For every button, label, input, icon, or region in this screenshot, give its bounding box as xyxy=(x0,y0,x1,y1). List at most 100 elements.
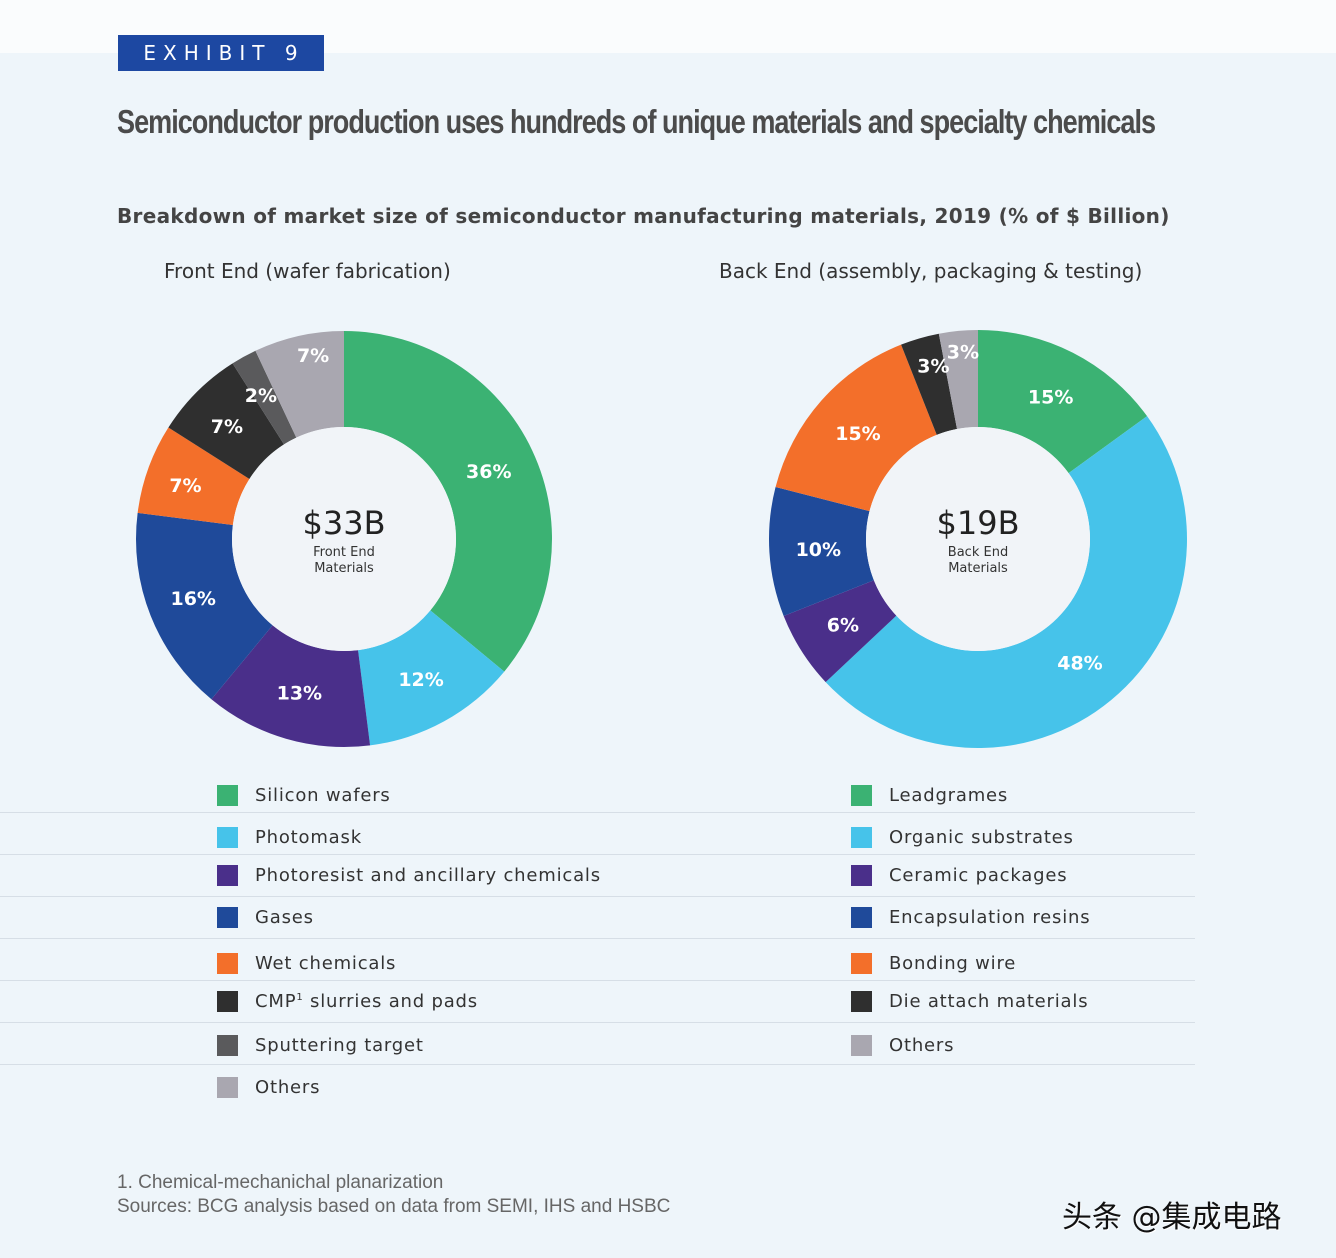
segment-label: 3% xyxy=(947,342,979,364)
sources-note: Sources: BCG analysis based on data from… xyxy=(117,1196,671,1217)
legend-item: Silicon wafers xyxy=(217,784,391,806)
legend-label: Others xyxy=(255,1076,321,1098)
legend-label: Photomask xyxy=(255,826,362,848)
segment-label: 3% xyxy=(917,355,949,377)
center-total: $33B xyxy=(302,504,385,542)
legend-label: Photoresist and ancillary chemicals xyxy=(255,864,601,886)
center-label: Back End xyxy=(948,545,1008,560)
segment-label: 7% xyxy=(169,475,201,497)
donut-segment xyxy=(825,416,1188,749)
legend-label: Encapsulation resins xyxy=(889,906,1091,928)
legend-label: Leadgrames xyxy=(889,784,1009,806)
legend-swatch xyxy=(851,864,872,886)
legend-swatch xyxy=(217,906,238,928)
legend-item: Photoresist and ancillary chemicals xyxy=(217,864,601,886)
legend-swatch xyxy=(217,1034,238,1056)
legend-item: Others xyxy=(217,1076,320,1098)
center-total: $19B xyxy=(936,504,1019,542)
footnote: 1. Chemical-mechanichal planarization xyxy=(117,1172,444,1193)
legend-swatch xyxy=(217,952,238,974)
legend-label: Die attach materials xyxy=(889,990,1089,1012)
legend-item: Others xyxy=(851,1034,954,1056)
segment-label: 36% xyxy=(466,461,511,483)
legend-swatch xyxy=(217,784,238,806)
segment-label: 6% xyxy=(827,615,859,637)
legend-label: Bonding wire xyxy=(889,952,1017,974)
donut-segment xyxy=(938,329,978,429)
segment-label: 2% xyxy=(245,385,277,407)
segment-label: 15% xyxy=(1028,386,1073,408)
legend-item: Die attach materials xyxy=(851,990,1088,1012)
legend-swatch xyxy=(851,1034,872,1056)
exhibit-badge: EXHIBIT 9 xyxy=(118,35,324,71)
legend-label: CMP1 slurries and pads xyxy=(255,990,478,1012)
donut-hole xyxy=(232,427,456,651)
legend-swatch xyxy=(851,906,872,928)
legend-label: Wet chemicals xyxy=(255,952,397,974)
donut-segment xyxy=(358,610,505,746)
donut-segment xyxy=(232,350,297,445)
legend-item: Wet chemicals xyxy=(217,952,396,974)
donut-segment xyxy=(137,427,250,525)
legend-swatch xyxy=(217,990,238,1012)
donut-segment xyxy=(783,580,897,683)
legend-swatch xyxy=(851,826,872,848)
donut-hole xyxy=(866,427,1090,651)
legend-label: Sputtering target xyxy=(255,1034,424,1056)
legend-swatch xyxy=(851,990,872,1012)
legend-divider xyxy=(0,1064,1195,1065)
segment-label: 12% xyxy=(398,669,443,691)
donut-segment xyxy=(136,512,273,700)
segment-label: 13% xyxy=(277,683,322,705)
legend-item: Encapsulation resins xyxy=(851,906,1090,928)
legend-swatch xyxy=(851,784,872,806)
donut-segment xyxy=(344,331,552,672)
segment-label: 10% xyxy=(796,539,841,561)
legend-divider xyxy=(0,1022,1195,1023)
front-end-heading: Front End (wafer fabrication) xyxy=(164,259,451,283)
legend-swatch xyxy=(217,826,238,848)
legend-item: Photomask xyxy=(217,826,362,848)
legend-label: Gases xyxy=(255,906,314,928)
chart-subtitle: Breakdown of market size of semiconducto… xyxy=(117,204,1170,228)
legend-label: Organic substrates xyxy=(889,826,1074,848)
legend-label: Others xyxy=(889,1034,955,1056)
center-label: Front End xyxy=(313,545,375,560)
donut-segment xyxy=(168,363,284,479)
legend-item: Organic substrates xyxy=(851,826,1074,848)
legend-item: Gases xyxy=(217,906,314,928)
legend-divider xyxy=(0,854,1195,855)
legend-item: Sputtering target xyxy=(217,1034,424,1056)
center-label: Materials xyxy=(314,561,374,576)
donut-segment xyxy=(211,625,371,747)
donut-segment xyxy=(255,331,344,438)
donut-segment xyxy=(978,330,1148,474)
segment-label: 15% xyxy=(835,423,880,445)
legend-divider xyxy=(0,938,1195,939)
legend-item: Leadgrames xyxy=(851,784,1008,806)
watermark: 头条 @集成电路 xyxy=(1062,1200,1282,1235)
segment-label: 7% xyxy=(297,345,329,367)
donut-segment xyxy=(775,344,937,512)
legend-swatch xyxy=(851,952,872,974)
back-end-heading: Back End (assembly, packaging & testing) xyxy=(719,259,1143,283)
legend-swatch xyxy=(217,864,238,886)
legend-item: Ceramic packages xyxy=(851,864,1067,886)
donut-segment xyxy=(768,487,874,616)
legend-label: Silicon wafers xyxy=(255,784,391,806)
donut-segment xyxy=(901,333,958,435)
legend-item: Bonding wire xyxy=(851,952,1016,974)
legend-divider xyxy=(0,812,1195,813)
center-label: Materials xyxy=(948,561,1008,576)
legend-item: CMP1 slurries and pads xyxy=(217,990,478,1012)
segment-label: 48% xyxy=(1057,652,1102,674)
legend-label: Ceramic packages xyxy=(889,864,1068,886)
legend-swatch xyxy=(217,1076,238,1098)
segment-label: 16% xyxy=(170,588,215,610)
legend-divider xyxy=(0,896,1195,897)
segment-label: 7% xyxy=(211,416,243,438)
legend-divider xyxy=(0,980,1195,981)
